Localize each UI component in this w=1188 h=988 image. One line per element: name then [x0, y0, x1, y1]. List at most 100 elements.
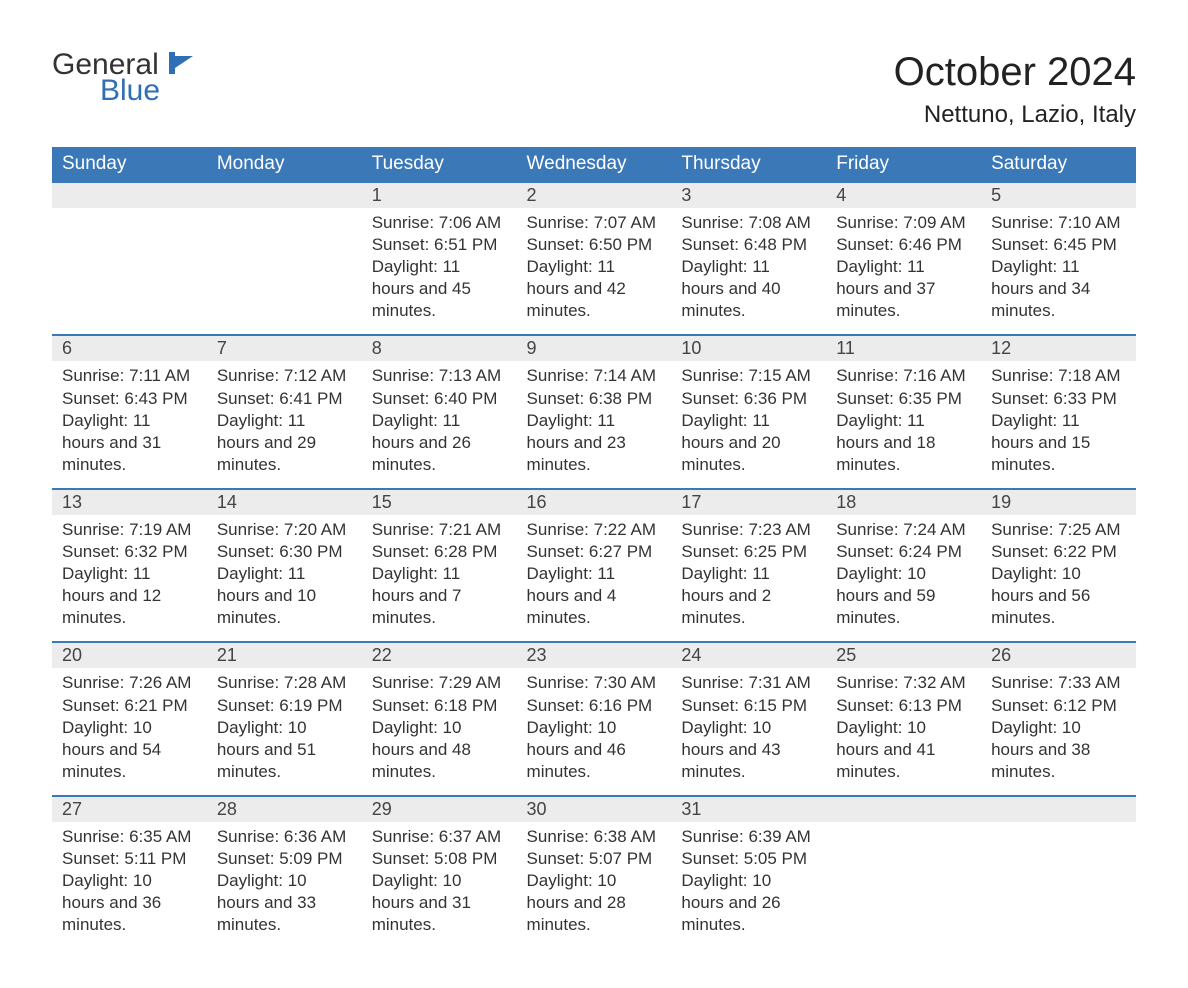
- sunset-line: Sunset: 6:48 PM: [681, 234, 816, 256]
- header: General Blue October 2024 Nettuno, Lazio…: [52, 50, 1136, 129]
- sunrise-line: Sunrise: 7:14 AM: [527, 365, 662, 387]
- day-content-row: Sunrise: 7:06 AMSunset: 6:51 PMDaylight:…: [52, 208, 1136, 335]
- daylight-line: Daylight: 11 hours and 31 minutes.: [62, 410, 197, 476]
- sunset-line: Sunset: 6:22 PM: [991, 541, 1126, 563]
- day-number-cell: 16: [517, 489, 672, 515]
- logo: General Blue: [52, 50, 197, 106]
- day-number-cell: 11: [826, 335, 981, 361]
- day-number-cell: 20: [52, 642, 207, 668]
- day-number-cell: 15: [362, 489, 517, 515]
- day-content-row: Sunrise: 6:35 AMSunset: 5:11 PMDaylight:…: [52, 822, 1136, 948]
- weekday-header: Thursday: [671, 147, 826, 182]
- sunset-line: Sunset: 5:08 PM: [372, 848, 507, 870]
- day-number-cell: 31: [671, 796, 826, 822]
- day-content-cell: Sunrise: 7:26 AMSunset: 6:21 PMDaylight:…: [52, 668, 207, 795]
- sunset-line: Sunset: 6:28 PM: [372, 541, 507, 563]
- sunrise-line: Sunrise: 6:39 AM: [681, 826, 816, 848]
- sunset-line: Sunset: 6:46 PM: [836, 234, 971, 256]
- sunrise-line: Sunrise: 7:08 AM: [681, 212, 816, 234]
- day-number-cell: 23: [517, 642, 672, 668]
- sunrise-line: Sunrise: 7:25 AM: [991, 519, 1126, 541]
- day-content-row: Sunrise: 7:26 AMSunset: 6:21 PM Daylight:…: [52, 668, 1136, 795]
- day-content-cell: Sunrise: 7:10 AMSunset: 6:45 PMDaylight:…: [981, 208, 1136, 335]
- sunset-line: Sunset: 6:13 PM: [836, 695, 971, 717]
- daylight-line: Daylight: 11 hours and 18 minutes.: [836, 410, 971, 476]
- sunset-line: Sunset: 6:36 PM: [681, 388, 816, 410]
- day-content-cell: Sunrise: 7:20 AMSunset: 6:30 PMDaylight:…: [207, 515, 362, 642]
- day-number-cell: 9: [517, 335, 672, 361]
- sunset-line: Sunset: 6:12 PM: [991, 695, 1126, 717]
- sunrise-line: Sunrise: 7:07 AM: [527, 212, 662, 234]
- day-number-cell: 6: [52, 335, 207, 361]
- weekday-header: Friday: [826, 147, 981, 182]
- sunset-line: Sunset: 6:19 PM: [217, 695, 352, 717]
- day-content-cell: Sunrise: 7:24 AMSunset: 6:24 PMDaylight:…: [826, 515, 981, 642]
- day-number-cell: 8: [362, 335, 517, 361]
- day-number-cell: 3: [671, 182, 826, 208]
- day-content-cell: [207, 208, 362, 335]
- day-content-cell: Sunrise: 7:21 AMSunset: 6:28 PMDaylight:…: [362, 515, 517, 642]
- day-number-cell: 24: [671, 642, 826, 668]
- weekday-header: Monday: [207, 147, 362, 182]
- day-content-cell: [826, 822, 981, 948]
- day-content-cell: Sunrise: 7:06 AMSunset: 6:51 PMDaylight:…: [362, 208, 517, 335]
- sunset-line: Sunset: 5:11 PM: [62, 848, 197, 870]
- day-number-row: 12345: [52, 182, 1136, 208]
- day-content-cell: Sunrise: 6:37 AMSunset: 5:08 PMDaylight:…: [362, 822, 517, 948]
- day-number-cell: 27: [52, 796, 207, 822]
- daylight-line: Daylight: 11 hours and 7 minutes.: [372, 563, 507, 629]
- sunrise-line: Sunrise: 7:32 AM: [836, 672, 971, 694]
- sunset-line: Sunset: 6:21 PM: [62, 695, 197, 717]
- day-number-cell: 5: [981, 182, 1136, 208]
- day-content-row: Sunrise: 7:11 AMSunset: 6:43 PMDaylight:…: [52, 361, 1136, 488]
- sunset-line: Sunset: 6:33 PM: [991, 388, 1126, 410]
- sunrise-line: Sunrise: 7:09 AM: [836, 212, 971, 234]
- day-number-cell: 19: [981, 489, 1136, 515]
- day-number-cell: [207, 182, 362, 208]
- day-content-cell: Sunrise: 7:25 AMSunset: 6:22 PMDaylight:…: [981, 515, 1136, 642]
- daylight-line: Daylight: 11 hours and 20 minutes.: [681, 410, 816, 476]
- day-number-cell: 21: [207, 642, 362, 668]
- weekday-header-row: Sunday Monday Tuesday Wednesday Thursday…: [52, 147, 1136, 182]
- sunrise-line: Sunrise: 6:38 AM: [527, 826, 662, 848]
- day-content-cell: Sunrise: 6:38 AMSunset: 5:07 PMDaylight:…: [517, 822, 672, 948]
- sunset-line: Sunset: 5:09 PM: [217, 848, 352, 870]
- day-number-cell: 12: [981, 335, 1136, 361]
- day-content-cell: Sunrise: 7:22 AMSunset: 6:27 PMDaylight:…: [517, 515, 672, 642]
- sunrise-line: Sunrise: 7:11 AM: [62, 365, 197, 387]
- day-content-cell: Sunrise: 7:14 AMSunset: 6:38 PMDaylight:…: [517, 361, 672, 488]
- daylight-line: Daylight: 11 hours and 37 minutes.: [836, 256, 971, 322]
- day-number-cell: 30: [517, 796, 672, 822]
- sunset-line: Sunset: 6:40 PM: [372, 388, 507, 410]
- sunrise-line: Sunrise: 6:37 AM: [372, 826, 507, 848]
- sunrise-line: Sunrise: 7:23 AM: [681, 519, 816, 541]
- day-content-cell: Sunrise: 7:29 AMSunset: 6:18 PMDaylight:…: [362, 668, 517, 795]
- sunset-line: Sunset: 6:50 PM: [527, 234, 662, 256]
- sunset-line: Sunset: 6:16 PM: [527, 695, 662, 717]
- day-number-cell: 4: [826, 182, 981, 208]
- sunrise-line: Sunrise: 7:06 AM: [372, 212, 507, 234]
- sunset-line: Sunset: 6:27 PM: [527, 541, 662, 563]
- day-number-row: 2728293031: [52, 796, 1136, 822]
- sunrise-line: Sunrise: 7:21 AM: [372, 519, 507, 541]
- daylight-line: Daylight: 11 hours and 23 minutes.: [527, 410, 662, 476]
- sunrise-line: Sunrise: 7:31 AM: [681, 672, 816, 694]
- day-content-cell: Sunrise: 7:16 AMSunset: 6:35 PMDaylight:…: [826, 361, 981, 488]
- day-number-cell: 29: [362, 796, 517, 822]
- sunrise-line: Sunrise: 7:26 AM: [62, 672, 197, 694]
- sunrise-line: Sunrise: 7:12 AM: [217, 365, 352, 387]
- day-content-cell: Sunrise: 7:19 AMSunset: 6:32 PMDaylight:…: [52, 515, 207, 642]
- day-number-cell: 7: [207, 335, 362, 361]
- sunset-line: Sunset: 6:24 PM: [836, 541, 971, 563]
- daylight-line: Daylight: 10 hours and 46 minutes.: [527, 717, 662, 783]
- day-content-cell: Sunrise: 7:09 AMSunset: 6:46 PMDaylight:…: [826, 208, 981, 335]
- weekday-header: Wednesday: [517, 147, 672, 182]
- day-content-cell: Sunrise: 7:11 AMSunset: 6:43 PMDaylight:…: [52, 361, 207, 488]
- weekday-header: Sunday: [52, 147, 207, 182]
- day-content-row: Sunrise: 7:19 AMSunset: 6:32 PMDaylight:…: [52, 515, 1136, 642]
- daylight-line: Daylight: 11 hours and 45 minutes.: [372, 256, 507, 322]
- sunrise-line: Sunrise: 7:19 AM: [62, 519, 197, 541]
- calendar-table: Sunday Monday Tuesday Wednesday Thursday…: [52, 147, 1136, 948]
- daylight-line: Daylight: 10 hours and 33 minutes.: [217, 870, 352, 936]
- day-number-cell: [981, 796, 1136, 822]
